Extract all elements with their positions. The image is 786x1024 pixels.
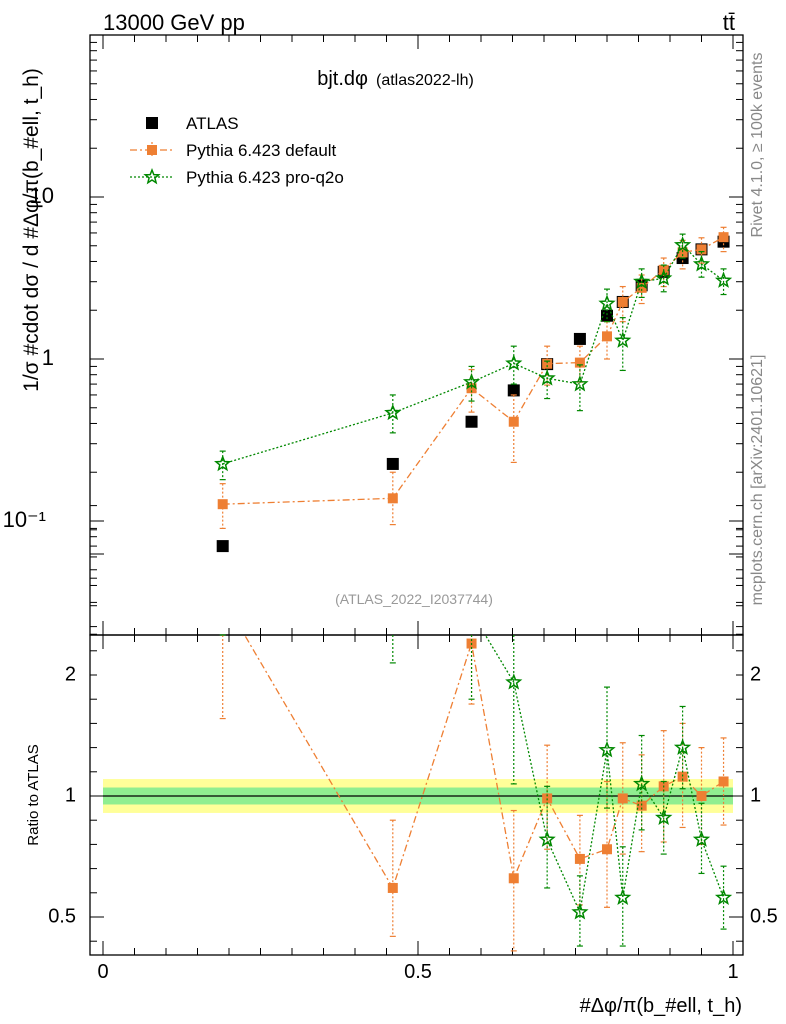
legend-marker-atlas [146, 117, 158, 129]
xtick-label-1: 1 [727, 961, 738, 983]
ratio-point [538, 830, 556, 847]
data-point [632, 272, 651, 290]
ratio-point [677, 771, 688, 782]
data-point [216, 540, 229, 553]
legend-label-atlas: ATLAS [186, 114, 239, 133]
ratio-point [692, 830, 711, 847]
ratio-panel: 0.5 1 2 0.5 1 2 Ratio to ATLAS 0 0.5 1 #… [25, 505, 778, 1017]
ratio-ytick-right-2: 2 [750, 663, 761, 685]
rivet-label: Rivet 4.1.0, ≥ 100k events [749, 53, 766, 238]
xtick-label-0p5: 0.5 [404, 961, 432, 983]
data-point [673, 236, 692, 253]
ratio-axis-ticks [90, 505, 743, 955]
ytick-label-10: 10 [30, 183, 54, 208]
plot-subtitle: (atlas2022-lh) [376, 72, 474, 89]
ratio-y-axis-label: Ratio to ATLAS [25, 744, 42, 845]
ratio-point [718, 776, 729, 787]
data-point [718, 232, 729, 243]
data-point [465, 415, 478, 428]
legend-label-default: Pythia 6.423 default [186, 141, 337, 160]
data-point [598, 294, 616, 311]
data-point [602, 331, 612, 342]
main-panel: 10 1 10⁻¹ 1/σ #cdot dσ / d #Δφ/π(b_#ell,… [3, 34, 744, 636]
data-point [542, 358, 553, 369]
ratio-point [714, 888, 733, 906]
ytick-label-1: 1 [42, 345, 54, 370]
ratio-ytick-1: 1 [65, 784, 76, 806]
ratio-point [387, 882, 398, 893]
xtick-label-0: 0 [97, 961, 108, 983]
series-line [222, 244, 724, 465]
ratio-point [602, 844, 612, 855]
data-point [614, 331, 632, 348]
data-point [214, 454, 232, 472]
data-point [387, 493, 398, 504]
data-point [571, 375, 589, 392]
series-2 [214, 233, 733, 481]
ratio-band [103, 779, 733, 813]
ratio-point [598, 740, 616, 758]
data-point [386, 457, 399, 470]
ratio-ytick-right-1: 1 [750, 784, 761, 806]
ratio-point [505, 673, 523, 690]
mcplots-label: mcplots.cern.ch [arXiv:2401.10621] [749, 355, 766, 606]
ratio-point [636, 800, 647, 811]
ratio-ytick-right-0p5: 0.5 [750, 905, 778, 927]
ratio-point [654, 808, 673, 826]
plot-title: bjt.dφ [317, 68, 368, 90]
ratio-point [614, 888, 632, 906]
data-point [601, 309, 613, 322]
data-point [507, 384, 520, 397]
legend-label-proq2o: Pythia 6.423 pro-q2o [186, 168, 344, 187]
ratio-point [632, 774, 651, 792]
data-point [636, 282, 647, 293]
ratio-series-1 [219, 634, 733, 947]
legend: ATLAS Pythia 6.423 default Pythia 6.423 … [130, 114, 344, 187]
ratio-point [571, 903, 589, 920]
energy-label: 13000 GeV pp [103, 10, 245, 35]
ratio-series-0 [219, 635, 729, 952]
legend-marker-default [147, 145, 157, 155]
legend-marker-proq2o [143, 167, 161, 185]
analysis-id: (ATLAS_2022_I2037744) [335, 591, 493, 607]
data-point [573, 332, 586, 345]
ratio-point [673, 738, 692, 755]
ratio-point [617, 793, 628, 804]
series-line [222, 236, 724, 505]
data-point [505, 354, 523, 371]
data-point [617, 296, 628, 307]
ratio-point [574, 853, 585, 864]
process-label: tt̄ [723, 10, 735, 35]
ytick-label-0p1: 10⁻¹ [3, 507, 46, 532]
ratio-point [696, 791, 707, 801]
x-axis-label: #Δφ/π(b_#ell, t_h) [580, 995, 742, 1017]
main-axis-ticks [90, 35, 743, 635]
data-point [384, 403, 402, 421]
data-point [714, 271, 733, 288]
data-point [677, 247, 688, 258]
data-point [655, 269, 673, 286]
legend-star-shape [143, 167, 161, 185]
data-point [692, 255, 711, 272]
ratio-data-series [219, 634, 733, 952]
ratio-point [508, 873, 519, 884]
main-y-axis-label: 1/σ #cdot dσ / d #Δφ/π(b_#ell, t_h) [20, 68, 43, 392]
data-point [696, 244, 707, 255]
data-point [462, 372, 481, 390]
ratio-ytick-0p5: 0.5 [48, 905, 76, 927]
ratio-ytick-2: 2 [65, 663, 76, 685]
data-point [508, 416, 519, 427]
data-point [538, 369, 556, 386]
data-point [574, 357, 585, 368]
ratio-frame [89, 634, 744, 956]
data-point [217, 499, 228, 510]
series-0 [216, 235, 730, 553]
main-data-series [214, 226, 733, 553]
